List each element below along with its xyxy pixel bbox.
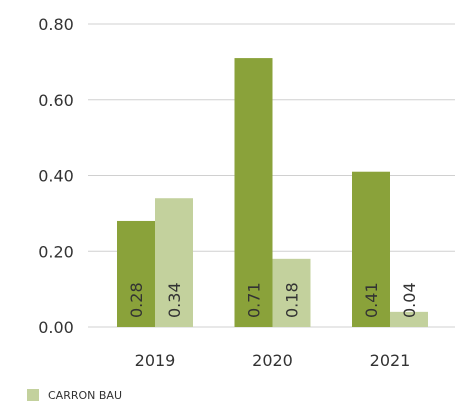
bar [352,171,390,327]
data-label: 0.71 [245,282,264,318]
y-tick-label: 0.00 [38,318,74,337]
y-tick-label: 0.80 [38,15,74,34]
y-tick-label: 0.20 [38,242,74,261]
bar [117,220,155,327]
data-label: 0.41 [362,282,381,318]
x-tick-label: 2019 [135,351,176,370]
legend-label: CARRON BAU [48,389,122,402]
legend-swatch [27,389,39,401]
data-label: 0.18 [283,282,302,318]
y-tick-label: 0.60 [38,91,74,110]
data-label: 0.04 [400,282,419,318]
bar [272,258,311,327]
bar [234,58,273,328]
x-tick-label: 2020 [252,351,293,370]
bar [155,198,193,327]
y-tick-label: 0.40 [38,167,74,186]
data-label: 0.28 [127,282,146,318]
bar [390,311,428,327]
data-label: 0.34 [165,282,184,318]
x-tick-label: 2021 [370,351,411,370]
